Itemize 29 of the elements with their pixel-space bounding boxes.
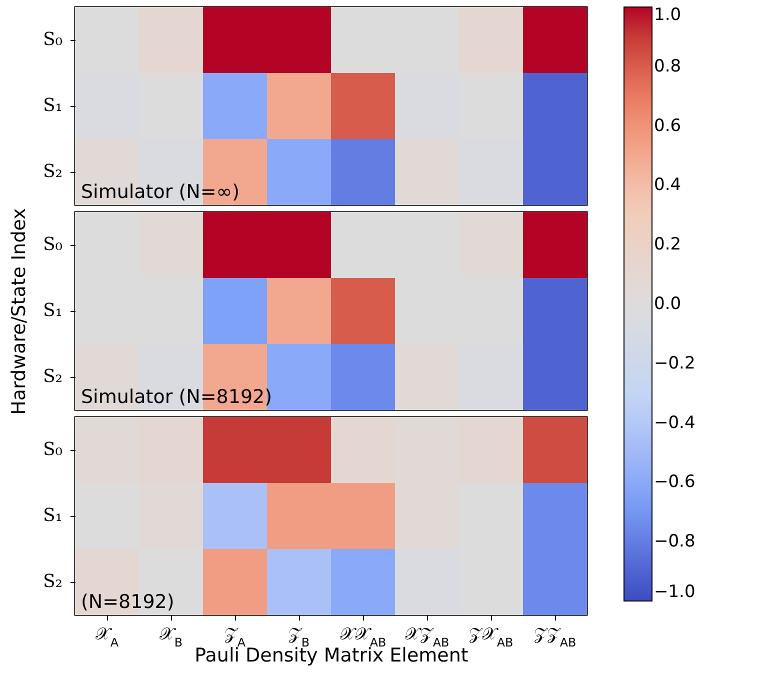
color-bar-label: 0.4 [654, 175, 682, 196]
x-tick-label: 𝒳𝒵$_{AB}$ [404, 624, 450, 650]
color-bar-label: −0.2 [654, 353, 696, 374]
color-bar-label: 0.2 [654, 234, 682, 255]
color-bar-label: 1.0 [654, 5, 682, 25]
y-axis-title: Hardware/State Index [8, 208, 30, 415]
y-tick-label: S₀ [42, 439, 62, 460]
y-tick-label: S₁ [42, 505, 62, 526]
y-tick-label: S₁ [42, 300, 62, 321]
color-bar-label: −0.8 [654, 532, 696, 552]
y-tick-label: S₂ [42, 161, 62, 182]
color-bar-label: 0.0 [654, 294, 682, 314]
y-tick-label: S₀ [42, 29, 62, 50]
color-bar-label: −0.6 [654, 472, 696, 492]
y-tick-label: S₀ [42, 234, 62, 255]
color-bar-label: −1.0 [654, 582, 696, 602]
y-tick-label: S₂ [42, 571, 62, 592]
x-tick-label: 𝒳$_{A}$ [95, 624, 120, 650]
color-bar-label: −0.4 [654, 412, 696, 433]
color-bar-label: 0.8 [654, 56, 682, 76]
x-tick-label: 𝒵𝒵$_{AB}$ [534, 624, 576, 650]
annotation: Simulator (N=∞) [81, 181, 240, 203]
y-tick-label: S₂ [42, 366, 62, 387]
annotation: Simulator (N=8192) [81, 386, 272, 408]
color-bar-label: 0.6 [654, 116, 682, 136]
annotation: (N=8192) [81, 591, 174, 613]
x-tick-label: 𝒵𝒳$_{AB}$ [468, 624, 514, 650]
y-tick-label: S₁ [42, 95, 62, 116]
x-tick-label: 𝒳$_{B}$ [159, 624, 183, 650]
